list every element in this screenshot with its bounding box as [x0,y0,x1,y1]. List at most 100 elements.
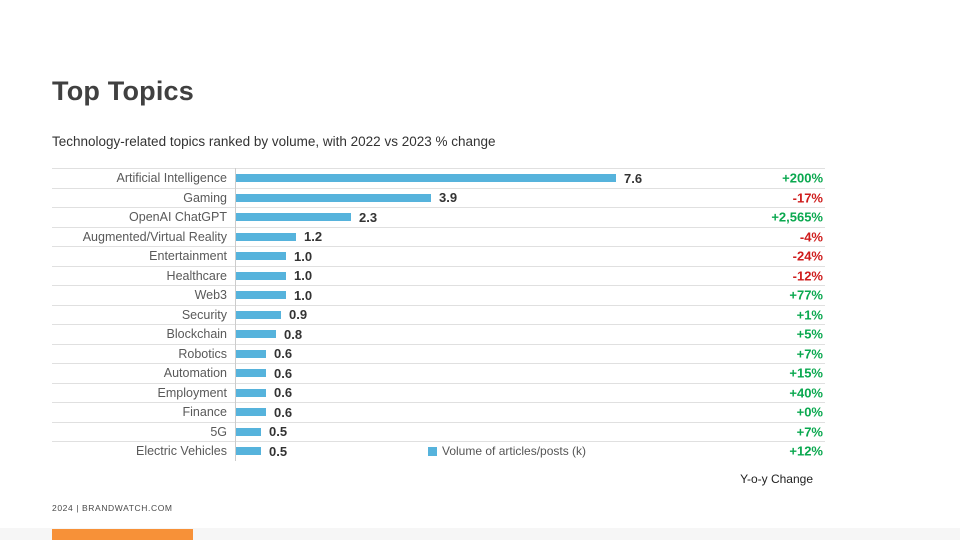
volume-value: 3.9 [439,190,458,206]
page-subtitle: Technology-related topics ranked by volu… [52,134,496,149]
page-title: Top Topics [52,76,194,106]
bar-track: 0.6 +7% [236,345,825,364]
volume-bar [236,252,286,261]
volume-bar [236,174,616,183]
category-label: Electric Vehicles [135,444,227,459]
yoy-change-value: +200% [782,170,823,186]
category-label: Blockchain [166,327,227,342]
chart-row: Electric Vehicles 0.5 +12% [52,441,825,461]
legend-label: Volume of articles/posts (k) [442,444,587,458]
volume-bar [236,369,266,378]
volume-value: 1.0 [294,268,313,284]
bar-track: 2.3 +2,565% [236,208,825,227]
category-label: OpenAI ChatGPT [129,210,227,225]
yoy-change-value: -24% [792,248,823,264]
volume-bar [236,271,286,280]
bar-track: 1.0 -12% [236,267,825,286]
volume-bar [236,232,296,241]
volume-bar [236,330,276,339]
bar-chart: Artificial Intelligence 7.6 +200% Gaming 3.9… [52,168,825,461]
chart-row: Healthcare 1.0 -12% [52,265,825,286]
volume-value: 1.2 [304,229,323,245]
chart-row: OpenAI ChatGPT 2.3 +2,565% [52,207,825,227]
category-label: Employment [157,385,227,400]
volume-value: 2.3 [359,209,378,225]
yoy-change-value: +1% [796,307,823,323]
footer-credit: 2024 | BRANDWATCH.COM [52,503,173,513]
category-label: Artificial Intelligence [116,171,227,186]
bar-track: 0.6 +15% [236,364,825,383]
volume-value: 0.6 [274,404,293,420]
bar-track: 7.6 +200% [236,169,825,188]
bar-track: 0.8 +5% [236,325,825,344]
volume-value: 0.5 [269,443,288,459]
volume-value: 1.0 [294,248,313,264]
legend-swatch-icon [428,446,437,456]
yoy-change-value: +77% [789,287,823,303]
bar-track: 3.9 -17% [236,189,825,208]
bar-track: 0.6 +40% [236,384,825,403]
volume-bar [236,310,281,319]
volume-value: 0.8 [284,326,303,342]
yoy-change-value: +7% [796,346,823,362]
bar-track: 0.5 +7% [236,423,825,442]
volume-bar [236,427,261,436]
category-label: Gaming [183,190,227,205]
yoy-change-value: +12% [789,443,823,459]
volume-value: 1.0 [294,287,313,303]
chart-legend: Volume of articles/posts (k) [428,444,586,458]
yoy-change-value: +5% [796,326,823,342]
bar-track: 0.9 +1% [236,306,825,325]
yoy-change-value: +7% [796,424,823,440]
chart-row: Blockchain 0.8 +5% [52,324,825,344]
chart-row: Gaming 3.9 -17% [52,187,825,208]
chart-row: Augmented/Virtual Reality 1.2 -4% [52,226,825,247]
bar-track: 1.0 +77% [236,286,825,305]
chart-row: Automation 0.6 +15% [52,363,825,383]
yoy-change-value: -17% [792,190,823,206]
volume-value: 0.6 [274,346,293,362]
volume-value: 7.6 [624,170,643,186]
category-label: Automation [163,366,227,381]
category-label: Entertainment [149,249,227,264]
yoy-change-value: -4% [799,229,823,245]
volume-bar [236,408,266,417]
category-label: Robotics [178,346,227,361]
volume-value: 0.9 [289,307,308,323]
yoy-change-value: +2,565% [771,209,823,225]
category-label: Finance [182,405,227,420]
category-label: Augmented/Virtual Reality [82,229,227,244]
yoy-change-value: -12% [792,268,823,284]
volume-bar [236,291,286,300]
y-axis-line [235,168,236,461]
bar-track: 1.0 -24% [236,247,825,266]
bar-track: 0.6 +0% [236,403,825,422]
category-label: Security [181,307,227,322]
volume-bar [236,193,431,202]
volume-bar [236,388,266,397]
bar-track: 1.2 -4% [236,228,825,247]
chart-row: 5G 0.5 +7% [52,421,825,442]
chart-row: Artificial Intelligence 7.6 +200% [52,168,825,188]
volume-value: 0.5 [269,424,288,440]
brand-accent-bar [52,529,193,540]
chart-row: Security 0.9 +1% [52,304,825,325]
chart-row: Employment 0.6 +40% [52,382,825,403]
chart-rows: Artificial Intelligence 7.6 +200% Gaming 3.9… [52,168,825,461]
category-label: 5G [210,424,227,439]
yoy-change-value: +0% [796,404,823,420]
volume-value: 0.6 [274,365,293,381]
bottom-strip [0,528,960,540]
chart-row: Entertainment 1.0 -24% [52,246,825,266]
yoy-change-value: +15% [789,365,823,381]
category-label: Healthcare [166,268,227,283]
chart-row: Web3 1.0 +77% [52,285,825,305]
volume-value: 0.6 [274,385,293,401]
volume-bar [236,447,261,456]
volume-bar [236,213,351,222]
chart-row: Finance 0.6 +0% [52,402,825,422]
bar-track: 0.5 +12% [236,442,825,461]
category-label: Web3 [194,288,227,303]
yoy-change-column-label: Y-o-y Change [740,472,813,486]
